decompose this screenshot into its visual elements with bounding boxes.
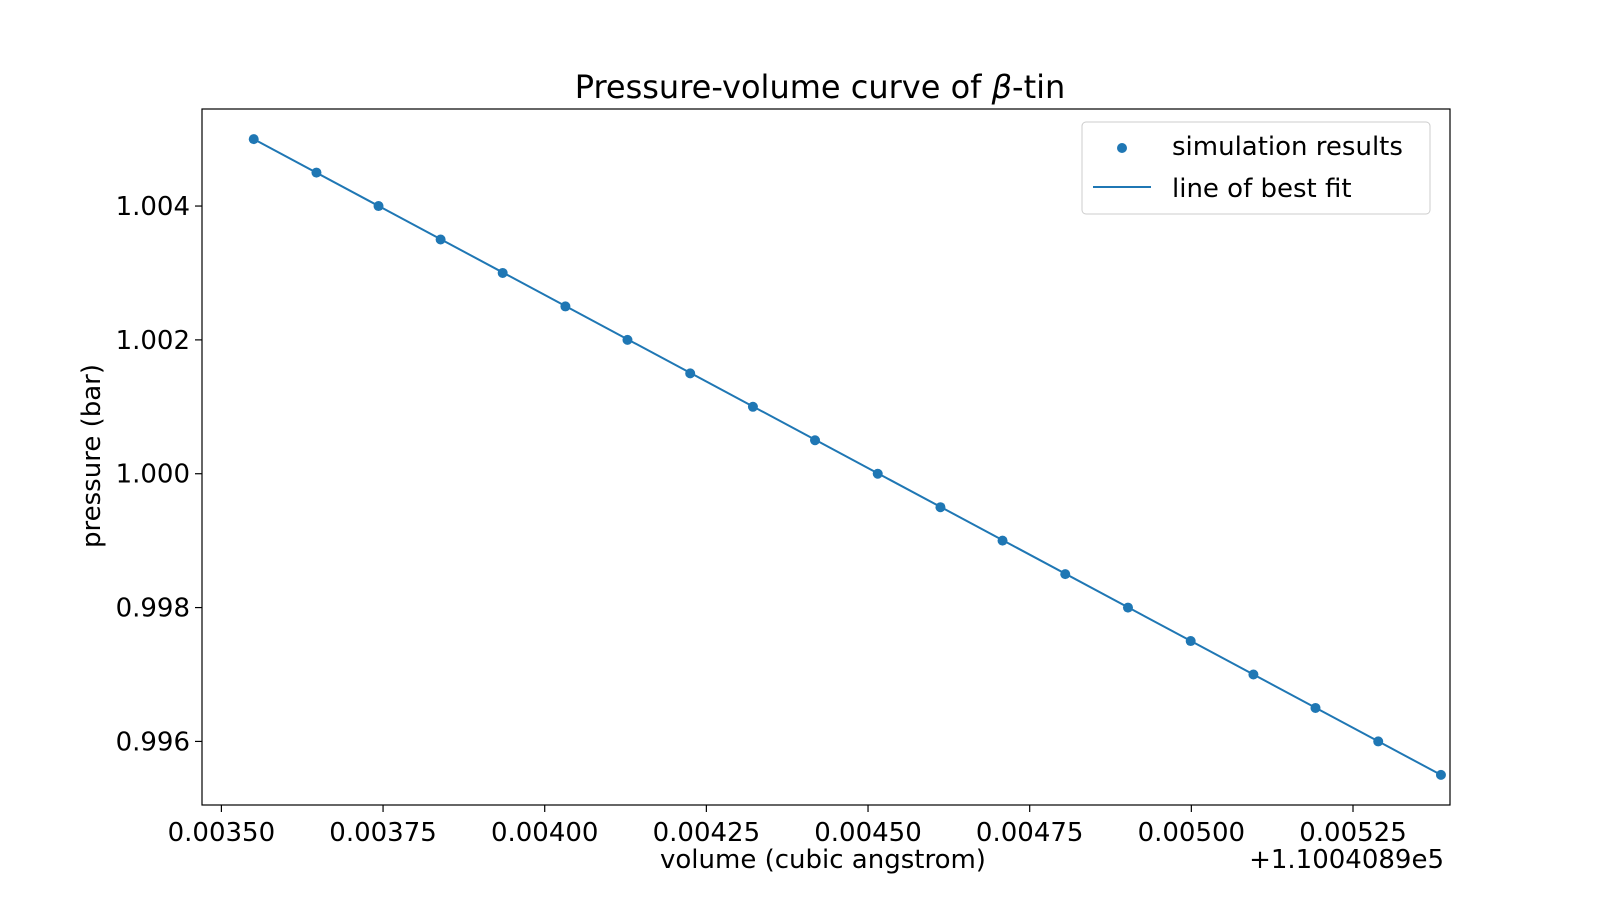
x-axis: 0.00350 0.00375 0.00400 0.00425 0.00450 0.004…: [168, 805, 1407, 848]
data-point: [872, 468, 883, 479]
data-point: [747, 401, 758, 412]
x-tick-label: 0.00525: [1299, 818, 1407, 848]
legend-marker-scatter: [1117, 143, 1127, 153]
data-point: [1185, 636, 1196, 647]
chart-title-symbol: β: [991, 68, 1012, 106]
y-tick-label: 1.004: [116, 192, 190, 222]
data-point: [1373, 736, 1384, 747]
x-axis-label: volume (cubic angstrom): [660, 845, 986, 875]
x-tick-label: 0.00350: [168, 818, 276, 848]
y-tick-label: 0.998: [116, 594, 190, 624]
plot-area: [201, 108, 1451, 806]
data-point: [1435, 769, 1446, 780]
y-tick-label: 1.002: [116, 326, 190, 356]
data-point: [997, 535, 1008, 546]
best-fit-line: [253, 138, 1442, 776]
x-tick-label: 0.00400: [491, 818, 599, 848]
data-point: [1310, 702, 1321, 713]
legend-frame: [1081, 121, 1431, 215]
data-point: [685, 368, 696, 379]
x-tick-label: 0.00500: [1138, 818, 1246, 848]
chart-title: Pressure-volume curve of β-tin: [575, 68, 1066, 106]
y-axis-label: pressure (bar): [77, 364, 107, 548]
chart-title-main: Pressure-volume curve of: [575, 68, 992, 106]
x-axis-offset-label: +1.1004089e5: [1249, 845, 1444, 875]
x-tick-label: 0.00425: [653, 818, 761, 848]
data-point: [935, 502, 946, 513]
data-point: [1060, 569, 1071, 580]
data-point: [248, 134, 259, 145]
x-tick-label: 0.00375: [329, 818, 437, 848]
x-tick-label: 0.00475: [976, 818, 1084, 848]
data-point: [373, 201, 384, 212]
y-tick-label: 1.000: [116, 460, 190, 490]
data-point: [810, 435, 821, 446]
data-point: [1122, 602, 1133, 613]
legend-label-line: line of best fit: [1172, 174, 1352, 204]
data-point: [560, 301, 571, 312]
x-tick-label: 0.00450: [814, 818, 922, 848]
legend-label-scatter: simulation results: [1172, 132, 1403, 162]
legend: simulation results line of best fit: [1081, 121, 1431, 215]
data-point: [311, 167, 322, 178]
plot-frame: [201, 108, 1451, 806]
data-point: [1248, 669, 1259, 680]
y-axis: 0.996 0.998 1.000 1.002 1.004: [116, 192, 202, 757]
chart-title-suffix: -tin: [1012, 68, 1065, 106]
data-point: [622, 334, 633, 345]
data-point: [497, 267, 508, 278]
data-point: [435, 234, 446, 245]
y-tick-label: 0.996: [116, 727, 190, 757]
